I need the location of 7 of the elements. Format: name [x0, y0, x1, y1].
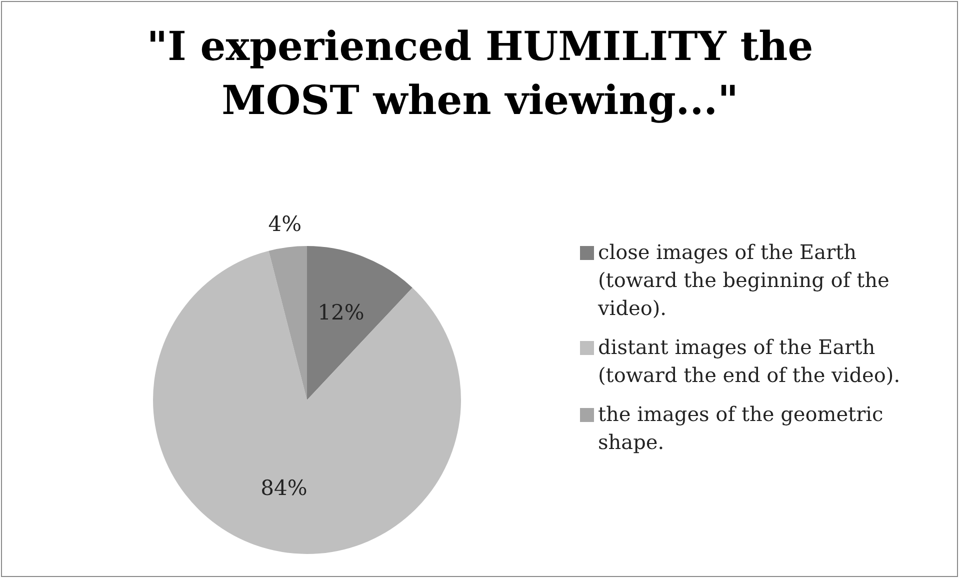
data-label: 4% — [268, 212, 302, 236]
data-label: 12% — [318, 300, 364, 325]
chart-title: "I experienced HUMILITY the MOST when viewing..." — [146, 22, 814, 126]
legend-label: the images of the geometric shape. — [598, 402, 884, 454]
legend-label: distant images of the Earth (toward the end of the video). — [598, 335, 900, 387]
data-label: 84% — [260, 476, 308, 500]
legend-label: close images of the Earth (toward the beginning of the video). — [598, 240, 890, 320]
